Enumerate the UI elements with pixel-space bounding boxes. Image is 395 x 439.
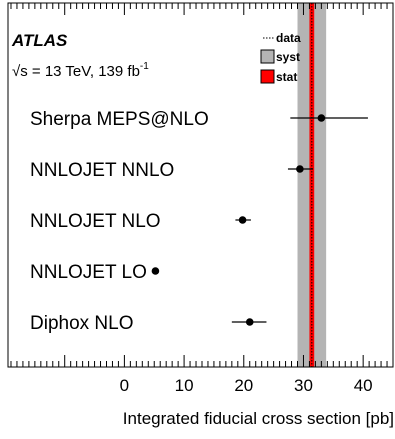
legend-syst-label: syst <box>276 50 300 64</box>
prediction-label: NNLOJET NNLO <box>30 160 174 181</box>
x-tick-label: 20 <box>234 376 253 395</box>
plot-frame <box>7 2 394 368</box>
prediction-marker <box>245 318 254 326</box>
legend-data-label: data <box>276 31 301 45</box>
atlas-label: ATLAS <box>11 31 68 50</box>
prediction-labels: Sherpa MEPS@NLO NNLOJET NNLO NNLOJET NLO NN… <box>30 109 209 334</box>
prediction-label: Sherpa MEPS@NLO <box>30 109 209 130</box>
prediction-points <box>151 114 368 326</box>
stat-band <box>309 3 315 367</box>
legend: data syst stat <box>260 31 301 84</box>
x-tick-label: 40 <box>354 376 373 395</box>
x-axis-label: Integrated fiducial cross section [pb] <box>123 409 394 428</box>
measurement-bands <box>297 3 327 367</box>
x-tick-label: 10 <box>175 376 194 395</box>
prediction-label: NNLOJET NLO <box>30 211 161 232</box>
x-tick-label: 30 <box>294 376 313 395</box>
prediction-marker <box>296 165 304 173</box>
prediction-marker <box>317 114 326 122</box>
x-tick-labels: 0 10 20 30 40 <box>120 376 373 395</box>
prediction-label: NNLOJET LO <box>30 262 147 283</box>
x-tick-label: 0 <box>120 376 129 395</box>
prediction-label: Diphox NLO <box>30 313 134 334</box>
prediction-marker <box>151 267 160 275</box>
energy-lumi-label: √s = 13 TeV, 139 fb-1 <box>12 61 149 80</box>
legend-stat-label: stat <box>276 70 297 84</box>
x-axis-ticks <box>10 3 394 367</box>
legend-stat-swatch <box>260 69 275 84</box>
legend-syst-swatch <box>260 49 275 64</box>
prediction-marker <box>238 216 247 224</box>
